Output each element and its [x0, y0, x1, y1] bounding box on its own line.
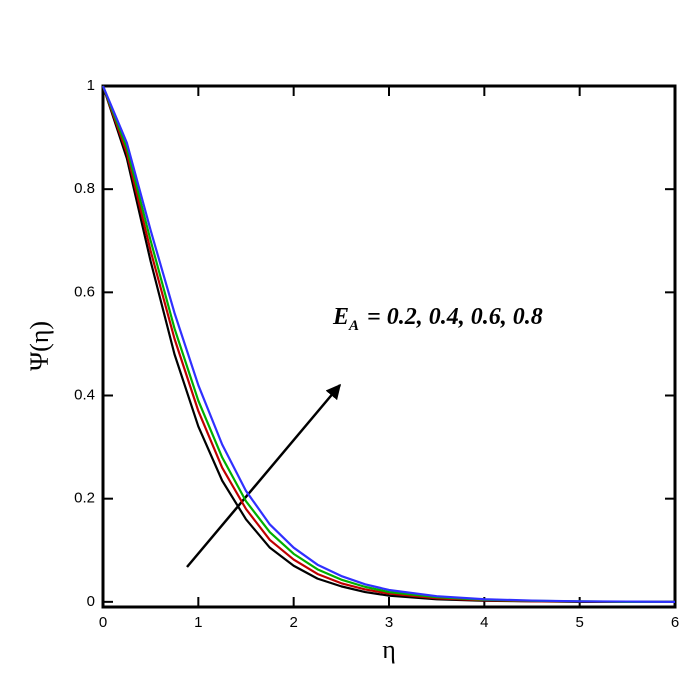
x-tick-label: 2 [289, 614, 297, 631]
annotation-symbol: E [332, 304, 349, 330]
x-axis-label: η [382, 635, 396, 664]
x-tick-label: 1 [194, 614, 202, 631]
y-tick-label: 0.6 [74, 283, 95, 300]
x-tick-label: 6 [671, 614, 679, 631]
line-series [101, 85, 675, 603]
x-tick-label: 5 [575, 614, 583, 631]
y-tick-label: 0.4 [74, 386, 95, 403]
annotation-subscript: A [348, 318, 359, 334]
arrow [186, 383, 341, 568]
y-tick-label: 0 [87, 593, 95, 610]
x-tick-label: 0 [99, 614, 107, 631]
plot-frame [101, 84, 677, 609]
annotation-text: = 0.2, 0.4, 0.6, 0.8 [367, 304, 543, 330]
y-tick-label: 0.8 [74, 180, 95, 197]
x-tick-label: 3 [385, 614, 393, 631]
y-tick-label: 1 [87, 77, 95, 94]
y-tick-label: 0.2 [74, 490, 95, 507]
line-series [101, 85, 675, 603]
line-series [101, 85, 675, 603]
x-tick-label: 4 [480, 614, 488, 631]
annotation: EA = 0.2, 0.4, 0.6, 0.8 [332, 304, 543, 335]
y-axis-label: Ψ(η) [25, 321, 54, 371]
line-series [101, 85, 676, 603]
